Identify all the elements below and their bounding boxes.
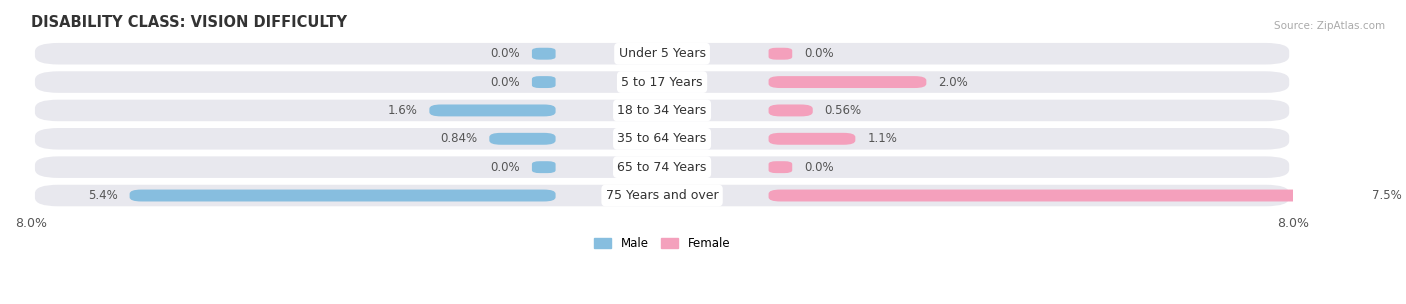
FancyBboxPatch shape: [531, 161, 555, 173]
FancyBboxPatch shape: [531, 48, 555, 60]
FancyBboxPatch shape: [769, 190, 1360, 202]
Text: 35 to 64 Years: 35 to 64 Years: [617, 132, 707, 145]
Text: 75 Years and over: 75 Years and over: [606, 189, 718, 202]
Text: 0.0%: 0.0%: [491, 76, 520, 88]
FancyBboxPatch shape: [35, 128, 1289, 150]
Legend: Male, Female: Male, Female: [591, 233, 734, 254]
Text: 2.0%: 2.0%: [938, 76, 967, 88]
Text: 0.0%: 0.0%: [491, 47, 520, 60]
Text: 7.5%: 7.5%: [1372, 189, 1402, 202]
Text: 0.0%: 0.0%: [491, 161, 520, 174]
FancyBboxPatch shape: [129, 190, 555, 202]
Text: DISABILITY CLASS: VISION DIFFICULTY: DISABILITY CLASS: VISION DIFFICULTY: [31, 15, 347, 30]
Text: 0.0%: 0.0%: [804, 161, 834, 174]
FancyBboxPatch shape: [35, 100, 1289, 121]
Text: Source: ZipAtlas.com: Source: ZipAtlas.com: [1274, 21, 1385, 31]
Text: Under 5 Years: Under 5 Years: [619, 47, 706, 60]
Text: 65 to 74 Years: 65 to 74 Years: [617, 161, 707, 174]
Text: 1.1%: 1.1%: [868, 132, 897, 145]
Text: 0.84%: 0.84%: [440, 132, 478, 145]
FancyBboxPatch shape: [769, 76, 927, 88]
FancyBboxPatch shape: [35, 185, 1289, 206]
Text: 5 to 17 Years: 5 to 17 Years: [621, 76, 703, 88]
FancyBboxPatch shape: [35, 43, 1289, 64]
FancyBboxPatch shape: [769, 105, 813, 116]
FancyBboxPatch shape: [35, 156, 1289, 178]
Text: 1.6%: 1.6%: [388, 104, 418, 117]
FancyBboxPatch shape: [769, 48, 792, 60]
FancyBboxPatch shape: [429, 105, 555, 116]
FancyBboxPatch shape: [489, 133, 555, 145]
Text: 5.4%: 5.4%: [89, 189, 118, 202]
Text: 0.0%: 0.0%: [804, 47, 834, 60]
FancyBboxPatch shape: [531, 76, 555, 88]
FancyBboxPatch shape: [769, 161, 792, 173]
FancyBboxPatch shape: [769, 133, 855, 145]
Text: 18 to 34 Years: 18 to 34 Years: [617, 104, 707, 117]
FancyBboxPatch shape: [35, 71, 1289, 93]
Text: 0.56%: 0.56%: [824, 104, 862, 117]
